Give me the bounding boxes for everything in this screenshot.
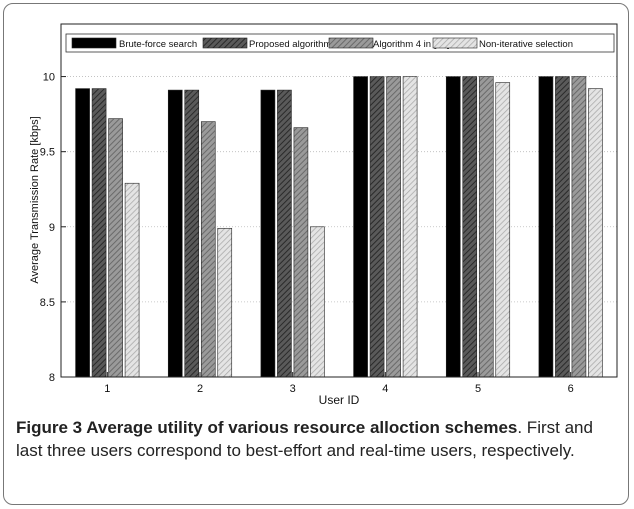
bar	[91, 88, 107, 378]
bar	[217, 227, 233, 378]
plot-area-border	[60, 23, 618, 378]
x-tick-label: 5	[475, 383, 481, 395]
bar	[386, 76, 401, 378]
bar	[310, 226, 325, 378]
bar	[369, 76, 385, 378]
bar	[260, 89, 276, 378]
x-tick-label: 1	[104, 383, 110, 395]
legend-label: Algorithm 4 in [14]	[373, 39, 450, 50]
x-axis-label: User ID	[319, 393, 360, 407]
figure-caption: Figure 3 Average utility of various reso…	[16, 416, 616, 462]
bar	[353, 76, 368, 378]
bars-group	[75, 76, 603, 378]
y-tick-label: 9	[49, 222, 55, 234]
x-tick-label: 2	[197, 383, 203, 395]
y-tick-label: 10	[43, 72, 55, 84]
bar	[124, 182, 140, 378]
y-axis-label: Average Transmission Rate [kbps]	[29, 116, 41, 283]
x-tick-label: 6	[568, 383, 574, 395]
y-tick-label: 9.5	[40, 147, 55, 159]
caption-text: . First and last three users correspond …	[16, 418, 593, 460]
bar	[588, 88, 603, 378]
x-tick-label: 4	[382, 383, 388, 395]
bar	[462, 76, 478, 378]
bar	[75, 88, 90, 378]
legend-swatch	[432, 37, 478, 49]
bar	[293, 127, 309, 378]
y-tick-label: 8	[49, 372, 55, 384]
y-axis-ticks: 8 8.5 9 9.5 10	[40, 72, 66, 384]
caption-title: Figure 3 Average utility of various reso…	[16, 418, 518, 437]
bar	[277, 89, 292, 378]
bar	[538, 76, 554, 378]
legend-swatch	[202, 37, 248, 49]
x-tick-label: 3	[290, 383, 296, 395]
bar	[200, 121, 216, 378]
bar	[555, 76, 570, 378]
bar	[478, 76, 494, 378]
legend: Brute-force search Proposed algorithm Algo…	[65, 33, 615, 53]
legend-label: Proposed algorithm	[249, 39, 331, 50]
legend-label: Brute-force search	[119, 39, 197, 50]
bar	[445, 76, 461, 378]
bar	[571, 76, 587, 378]
bar	[167, 89, 183, 378]
bar	[402, 76, 418, 378]
x-axis-ticks: 1 2 3 4 5 6	[104, 372, 574, 395]
legend-label: Non-iterative selection	[479, 39, 573, 50]
bar	[495, 82, 511, 378]
y-tick-label: 8.5	[40, 297, 55, 309]
bar	[108, 118, 123, 378]
legend-swatch	[71, 37, 117, 49]
legend-swatch	[328, 37, 374, 49]
grid-lines	[61, 76, 617, 378]
bar-chart: 8 8.5 9 9.5 10 1 2 3 4 5 6 Average Transmission R…	[29, 23, 618, 407]
bar	[184, 89, 200, 378]
